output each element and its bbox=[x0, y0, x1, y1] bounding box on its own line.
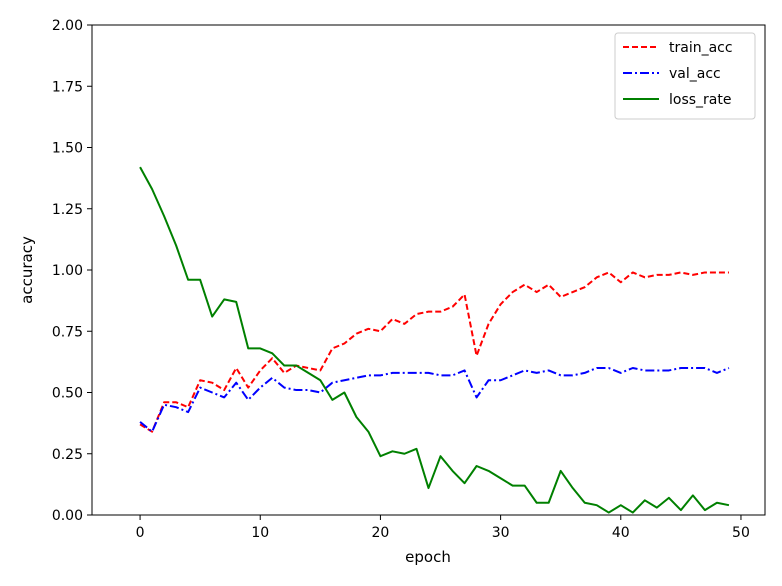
y-tick-label: 0.25 bbox=[52, 447, 83, 463]
legend-label-val-acc: val_acc bbox=[669, 66, 721, 82]
legend-label-loss-rate: loss_rate bbox=[669, 92, 731, 108]
legend: train_acc val_acc loss_rate bbox=[614, 32, 756, 120]
y-tick-label: 1.50 bbox=[52, 141, 83, 157]
x-tick-label: 40 bbox=[612, 525, 630, 541]
y-tick-label: 1.75 bbox=[52, 79, 83, 95]
legend-label-train-acc: train_acc bbox=[669, 40, 733, 56]
x-tick-label: 0 bbox=[136, 525, 145, 541]
y-tick-label: 0.50 bbox=[52, 386, 83, 402]
y-tick-label: 0.00 bbox=[52, 508, 83, 524]
y-axis-ticks: 0.00 0.25 0.50 0.75 1.00 1.25 1.50 1.75 2.00 bbox=[52, 18, 92, 524]
legend-box bbox=[614, 32, 756, 120]
series-layer bbox=[139, 166, 730, 514]
x-tick-label: 50 bbox=[732, 525, 750, 541]
x-axis-label: epoch bbox=[405, 548, 451, 566]
x-tick-label: 20 bbox=[372, 525, 390, 541]
x-tick-label: 30 bbox=[492, 525, 510, 541]
y-tick-label: 1.00 bbox=[52, 263, 83, 279]
y-tick-label: 2.00 bbox=[52, 18, 83, 34]
series-line-val-acc bbox=[139, 367, 730, 433]
series-line-loss-rate bbox=[139, 166, 730, 514]
x-axis-ticks: 0 10 20 30 40 50 bbox=[136, 515, 750, 541]
series-line-train-acc bbox=[139, 271, 729, 433]
y-tick-label: 1.25 bbox=[52, 202, 83, 218]
y-axis-label: accuracy bbox=[18, 236, 36, 304]
x-tick-label: 10 bbox=[251, 525, 269, 541]
y-tick-label: 0.75 bbox=[52, 324, 83, 340]
